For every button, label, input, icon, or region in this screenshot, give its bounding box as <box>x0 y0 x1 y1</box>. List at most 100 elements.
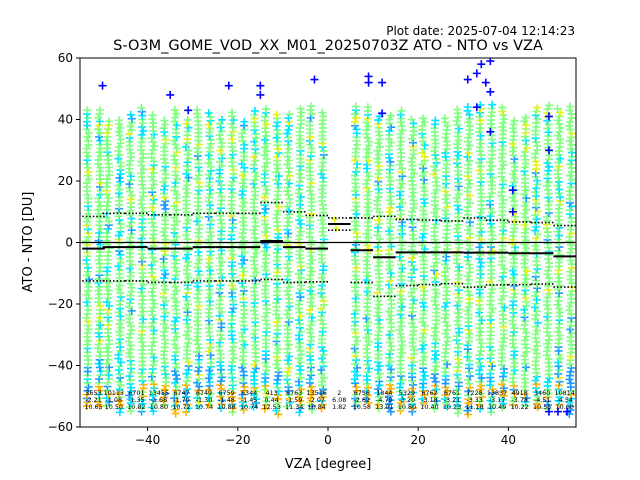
data-point <box>362 345 371 354</box>
data-point <box>296 400 305 409</box>
data-point <box>115 173 124 182</box>
data-point <box>272 122 281 131</box>
data-point <box>521 294 530 303</box>
data-point <box>183 262 192 271</box>
data-point <box>398 264 407 273</box>
outlier-point <box>256 81 265 90</box>
bin-annotation-text: 13455 <box>149 389 169 397</box>
data-point <box>159 320 168 329</box>
data-point <box>82 117 91 126</box>
data-point <box>443 402 452 411</box>
data-point <box>566 102 575 111</box>
data-point <box>182 254 191 263</box>
data-point <box>205 174 214 183</box>
y-tick-label: 0 <box>65 236 73 250</box>
data-point <box>250 176 259 185</box>
data-point <box>508 266 517 275</box>
data-point <box>396 129 405 138</box>
data-point <box>103 140 112 149</box>
data-point <box>284 290 293 299</box>
data-point <box>397 268 406 277</box>
data-point <box>543 228 552 237</box>
data-point <box>363 391 372 400</box>
data-point <box>127 260 136 269</box>
data-point <box>84 356 93 365</box>
data-point <box>274 387 283 396</box>
data-point <box>319 123 328 132</box>
data-point <box>420 391 429 400</box>
bin-annotation-text: -2.21 <box>85 396 102 404</box>
data-point <box>160 327 169 336</box>
data-point <box>284 217 293 226</box>
data-point <box>116 331 125 340</box>
data-point <box>228 215 237 224</box>
data-point <box>498 307 507 316</box>
data-point <box>126 291 135 300</box>
data-point <box>249 160 258 169</box>
data-point <box>215 296 224 305</box>
data-point <box>454 286 463 295</box>
data-point <box>296 143 305 152</box>
data-point <box>170 321 179 330</box>
data-point <box>486 369 495 378</box>
data-point <box>250 329 259 338</box>
data-point <box>150 130 159 139</box>
data-point <box>125 276 134 285</box>
data-point <box>115 319 124 328</box>
data-point <box>149 315 158 324</box>
data-point <box>397 314 406 323</box>
bin-annotation-text: 10.55 <box>533 403 551 411</box>
data-point <box>454 293 463 302</box>
data-point <box>565 398 574 407</box>
data-point <box>520 290 529 299</box>
data-point <box>251 310 260 319</box>
data-point <box>387 342 396 351</box>
data-point <box>206 155 215 164</box>
data-point <box>386 357 395 366</box>
data-point <box>430 324 439 333</box>
data-point <box>363 326 372 335</box>
data-point <box>396 306 405 315</box>
data-point <box>555 120 564 129</box>
data-point <box>385 173 394 182</box>
data-point <box>398 199 407 208</box>
data-point <box>160 393 169 402</box>
data-point <box>126 279 135 288</box>
data-point <box>419 348 428 357</box>
data-point <box>307 294 316 303</box>
y-tick-label: 20 <box>58 174 73 188</box>
data-point <box>251 156 260 165</box>
data-point <box>441 391 450 400</box>
bin-annotation-text: 6344 <box>241 389 257 397</box>
data-point <box>216 350 225 359</box>
data-point <box>396 352 405 361</box>
data-point <box>532 295 541 304</box>
data-point <box>125 391 134 400</box>
data-point <box>261 124 270 133</box>
data-point <box>295 216 304 225</box>
data-point <box>204 255 213 264</box>
data-point <box>317 389 326 398</box>
data-point <box>296 227 305 236</box>
data-point <box>238 202 247 211</box>
data-point <box>251 364 260 373</box>
data-point <box>82 144 91 153</box>
bin-annotation-text: 6762 <box>421 389 437 397</box>
data-point <box>183 188 192 197</box>
data-point <box>543 312 552 321</box>
data-point <box>510 197 519 206</box>
data-point <box>497 276 506 285</box>
data-point <box>531 226 540 235</box>
data-point <box>296 200 305 209</box>
data-point <box>520 336 529 345</box>
data-point <box>217 396 226 405</box>
data-point <box>418 252 427 261</box>
data-point <box>262 243 271 252</box>
data-point <box>419 256 428 265</box>
data-point <box>509 381 518 390</box>
data-point <box>138 123 147 132</box>
data-point <box>544 266 553 275</box>
data-point <box>477 389 486 398</box>
data-point <box>553 327 562 336</box>
data-point <box>182 119 191 128</box>
